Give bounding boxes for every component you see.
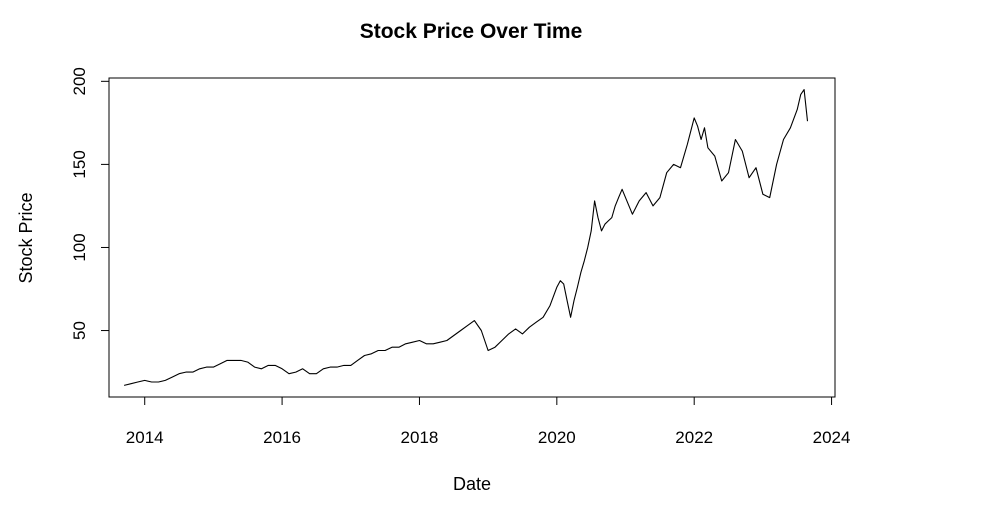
x-axis: 2014 2016 2018 2020 2022 2024 — [126, 396, 851, 447]
y-tick-label: 100 — [70, 233, 89, 261]
x-tick-label: 2024 — [813, 428, 851, 447]
plot-frame — [108, 77, 836, 398]
y-tick-label: 150 — [70, 150, 89, 178]
x-tick-label: 2022 — [675, 428, 713, 447]
price-series-line — [123, 89, 809, 386]
x-tick-label: 2014 — [126, 428, 164, 447]
x-tick-label: 2016 — [263, 428, 301, 447]
x-axis-label: Date — [453, 474, 491, 494]
x-tick-label: 2018 — [401, 428, 439, 447]
y-axis-label: Stock Price — [16, 192, 36, 283]
y-tick-label: 50 — [70, 321, 89, 340]
x-tick-label: 2020 — [538, 428, 576, 447]
chart-title: Stock Price Over Time — [360, 20, 583, 43]
y-tick-label: 200 — [70, 67, 89, 95]
y-axis: 50 100 150 200 — [70, 67, 110, 340]
